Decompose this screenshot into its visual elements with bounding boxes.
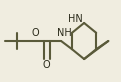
Text: NH: NH (57, 28, 72, 38)
Text: O: O (43, 60, 50, 70)
Text: O: O (32, 28, 40, 38)
Text: HN: HN (68, 14, 82, 24)
